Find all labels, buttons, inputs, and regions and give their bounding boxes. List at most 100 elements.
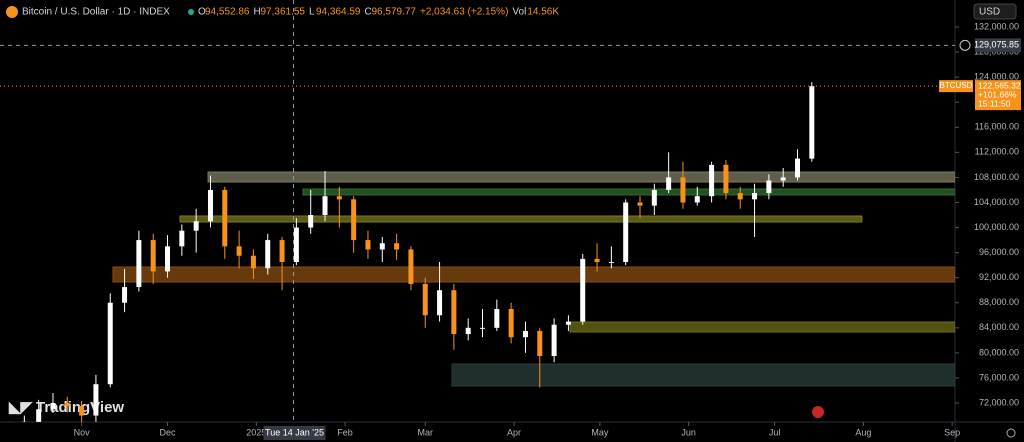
candle-body (580, 258, 586, 322)
candle-body (494, 309, 500, 328)
x-tick-label: 2025 (246, 427, 266, 437)
candle-body (737, 193, 743, 200)
zone (569, 321, 955, 333)
change: +2,034.63 (+2.15%) (420, 7, 508, 18)
candle-body (136, 240, 142, 288)
ohlc-value: 94,552.86 (205, 7, 250, 18)
x-tick-label: Jul (769, 427, 781, 437)
crosshair-date-box (263, 426, 326, 440)
ohlc-value: 96,579.77 (372, 7, 417, 18)
candle-body (279, 240, 285, 263)
y-tick-label: 84,000.00 (979, 322, 1019, 332)
currency-button[interactable] (973, 3, 1017, 20)
y-tick-label: 100,000.00 (974, 222, 1019, 232)
x-tick-label: Apr (507, 427, 521, 437)
add-alert-icon[interactable] (959, 39, 971, 51)
y-tick-label: 88,000.00 (979, 297, 1019, 307)
candle-body (236, 246, 242, 256)
settings-icon[interactable] (1006, 428, 1016, 438)
zone (451, 363, 955, 387)
zone (207, 171, 955, 183)
x-tick-label: Dec (160, 427, 177, 437)
y-tick-label: 92,000.00 (979, 272, 1019, 282)
candle-body (752, 193, 758, 200)
y-tick-label: 80,000.00 (979, 347, 1019, 357)
candle-body (336, 196, 342, 200)
y-tick-label: 108,000.00 (974, 172, 1019, 182)
ohlc-label: L (309, 7, 315, 18)
candle-body (308, 215, 314, 228)
x-tick-label: Jun (681, 427, 696, 437)
x-tick-label: Aug (855, 427, 871, 437)
ohlc-header: O 94,552.86 H 97,361.55 L 94,364.59 C 96,579.77… (198, 7, 559, 18)
y-tick-label: 116,000.00 (975, 122, 1019, 132)
candle-body (666, 177, 672, 190)
candle-body (465, 327, 471, 335)
x-tick-label: Sep (944, 427, 960, 437)
candle-body (150, 240, 156, 272)
candle-body (594, 258, 600, 263)
candle-body (222, 189, 228, 247)
candle-body (64, 403, 70, 407)
y-tick-label: 124,000.00 (974, 72, 1019, 82)
candle-body (36, 409, 42, 422)
y-tick-label: 112,000.00 (975, 147, 1019, 157)
currency[interactable]: USD (979, 7, 1000, 18)
candle-body (408, 249, 414, 284)
candle-body (437, 290, 443, 316)
candle-body (608, 262, 614, 264)
candle-body (551, 324, 557, 357)
last-change: +101.66% (978, 89, 1017, 99)
zone (112, 266, 955, 283)
symbol-box (939, 80, 973, 93)
candle-body (207, 189, 213, 222)
zone (302, 188, 955, 196)
candle-body (780, 177, 786, 181)
candle-body (351, 199, 357, 241)
candle-body (766, 180, 772, 194)
candle-body (480, 327, 486, 329)
candle-body (8, 428, 13, 434)
ohlc-label: H (254, 7, 261, 18)
watermark-logo: ◣◤ (8, 399, 34, 416)
event-icon[interactable] (812, 406, 824, 418)
candle-body (795, 158, 801, 178)
candle-body (322, 196, 328, 216)
candle-body (179, 230, 185, 247)
candle-body (537, 330, 543, 357)
candle-body (250, 255, 256, 269)
volume-label: Vol (512, 7, 526, 18)
candle-body (422, 283, 428, 316)
countdown: 15:11:50 (978, 98, 1011, 108)
ohlc-label: O (198, 7, 206, 18)
symbol-tag: BTCUSD (940, 81, 973, 90)
crosshair-price: 129,075.85 (974, 40, 1019, 50)
candle-body (709, 164, 715, 197)
crosshair-date: Tue 14 Jan '25 (265, 427, 324, 437)
status-dot (188, 9, 194, 15)
candle-body (508, 309, 514, 338)
x-tick-label: May (591, 427, 609, 437)
candle-body (21, 421, 27, 422)
plot-area (8, 82, 955, 434)
y-tick-label: 76,000.00 (979, 372, 1019, 382)
candle-body (394, 243, 400, 250)
candle-body (451, 290, 457, 335)
candle-body (809, 86, 815, 159)
candle-body (651, 189, 657, 206)
candle-body (107, 302, 113, 385)
candle-body (522, 330, 528, 338)
candle-body (379, 243, 385, 250)
ohlc-label: C (365, 7, 372, 18)
candle-body (623, 202, 629, 263)
chart-title: Bitcoin / U.S. Dollar · 1D · INDEX (22, 7, 170, 18)
symbol-logo (6, 6, 18, 18)
candle-body (694, 196, 700, 203)
crosshair-price-box (975, 38, 1021, 53)
zone (179, 215, 863, 223)
last-price-box (975, 80, 1021, 111)
y-tick-label: 96,000.00 (979, 247, 1019, 257)
y-tick-label: 132,000.00 (974, 21, 1019, 31)
candle-body (637, 202, 643, 206)
